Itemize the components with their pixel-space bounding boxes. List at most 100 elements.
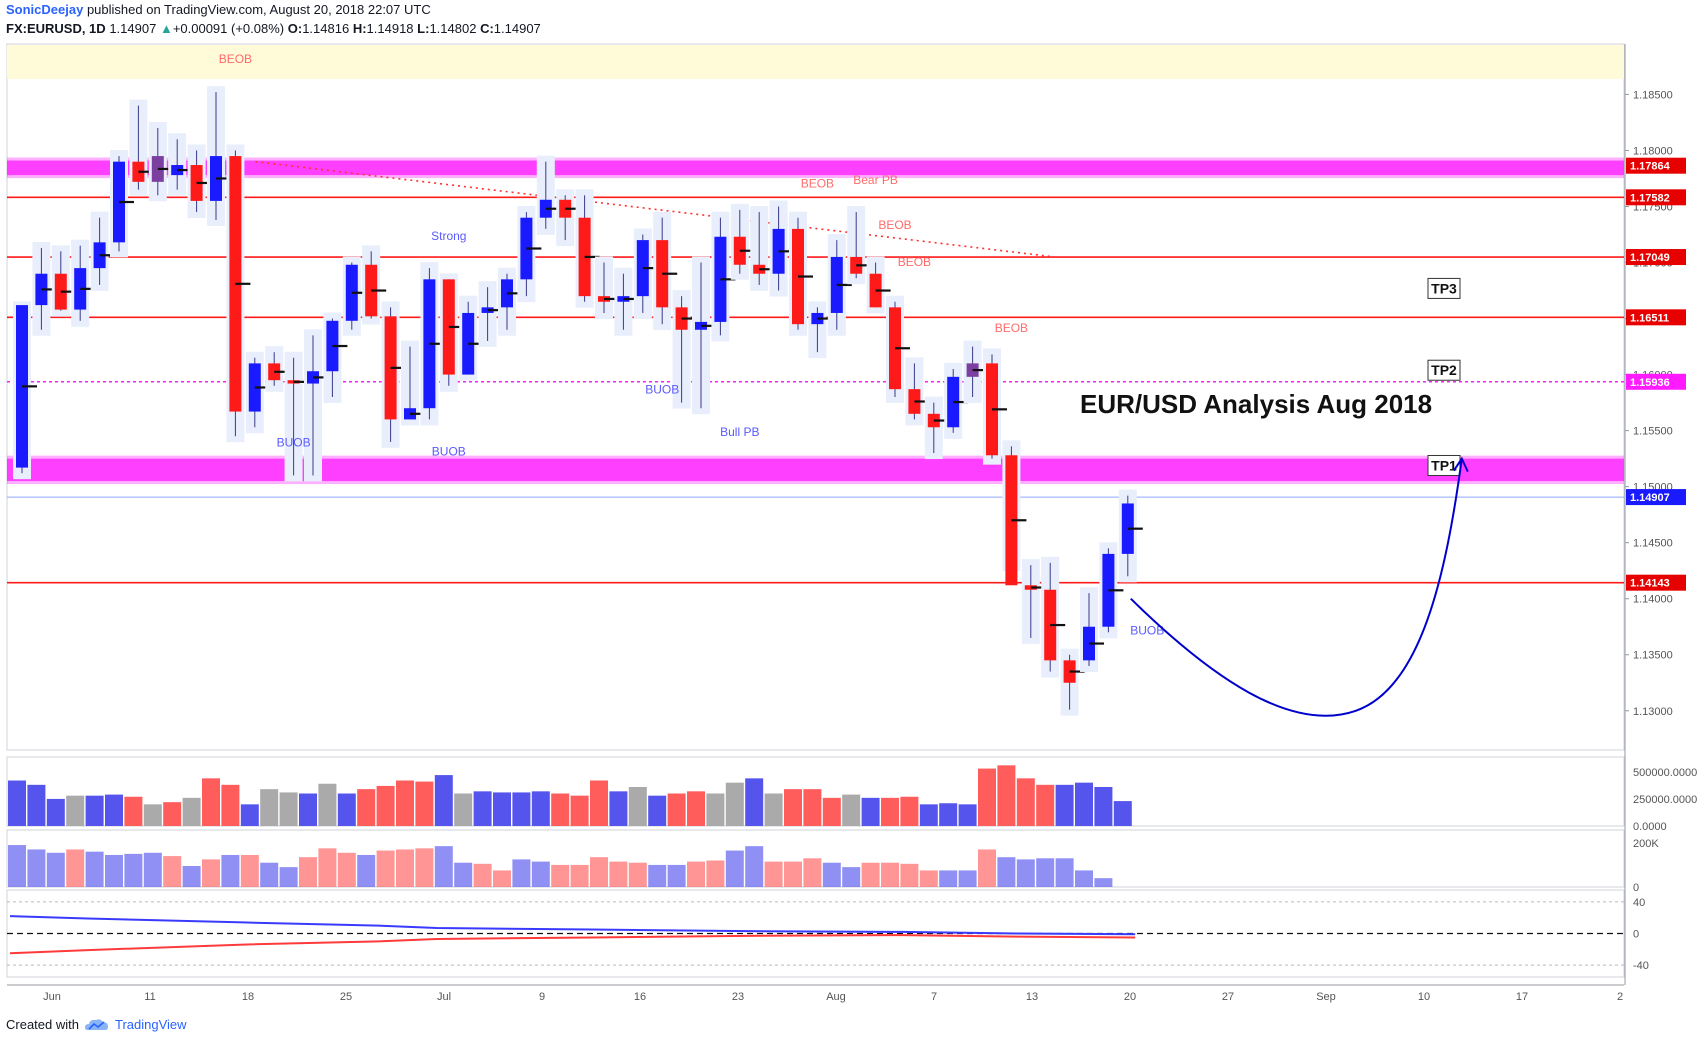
price-label-text: 1.17864 (1630, 161, 1671, 173)
volume2-bar (240, 854, 259, 887)
symbol-name[interactable]: FX:EURUSD, 1D (6, 21, 106, 36)
high-value: 1.14918 (366, 21, 414, 36)
tradingview-link[interactable]: TradingView (114, 1017, 187, 1032)
volume-bar (415, 781, 434, 826)
volume2-bar (27, 849, 46, 887)
volume2-bar (725, 850, 744, 887)
volume2-bar (454, 862, 473, 887)
oscillator-red-line (9, 934, 1136, 955)
volume-bar (376, 785, 395, 826)
volume-bar (609, 791, 628, 826)
annotation-label: BEOB (878, 218, 911, 232)
volume-bar (822, 797, 841, 826)
volume-bar (570, 795, 589, 826)
volume-bar (978, 768, 996, 826)
volume-tick-label: 0 (1633, 882, 1639, 894)
volume-bar (27, 784, 46, 826)
price-label-box (1626, 574, 1686, 591)
open-value: 1.14816 (302, 21, 350, 36)
volume-bar (919, 804, 938, 826)
low-label: L: (417, 21, 430, 36)
volume2-bar (415, 848, 434, 887)
volume2-bar (978, 849, 996, 887)
volume-bar (745, 778, 764, 826)
volume2-bar (512, 859, 531, 887)
volume-bar (1036, 784, 1055, 826)
volume-bar (279, 792, 298, 826)
volume-bar (551, 793, 570, 826)
header-band (7, 45, 1624, 79)
created-with-text: Created with (6, 1017, 79, 1032)
projection-curve (1130, 458, 1463, 717)
volume2-bar (299, 857, 317, 887)
volume-bar (434, 775, 453, 826)
last-price: 1.14907 (109, 21, 157, 36)
volume2-bar (842, 867, 861, 887)
volume-bar (958, 804, 977, 826)
volume2-bar (1036, 858, 1055, 887)
volume-bar (628, 787, 647, 826)
volume2-bar (202, 859, 220, 887)
target-label: TP3 (1431, 280, 1457, 296)
price-label-text: 1.15936 (1630, 377, 1670, 389)
volume2-bar (590, 857, 608, 887)
volume2-bar (376, 850, 395, 887)
volume-bar (143, 804, 162, 826)
volume-bar (85, 795, 104, 826)
volume2-bar (182, 866, 201, 887)
volume-bar (687, 791, 705, 826)
volume2-bar (745, 846, 764, 887)
volume2-bar (706, 860, 725, 887)
volume-bar (337, 793, 356, 826)
time-tick-label: Jul (437, 991, 451, 1003)
volume-bar (182, 797, 201, 826)
time-tick-label: 27 (1222, 991, 1234, 1003)
author-link[interactable]: SonicDeejay (6, 2, 84, 17)
target-label: TP1 (1431, 457, 1457, 473)
tradingview-cloud-icon (84, 1018, 108, 1030)
volume-tick-label: 500000.0000 (1633, 767, 1697, 779)
volume-bar (318, 783, 337, 826)
time-tick-label: 7 (931, 991, 937, 1003)
oscillator-tick-label: -40 (1633, 960, 1649, 972)
volume2-bar (1075, 870, 1093, 887)
volume2-bar (958, 870, 977, 887)
price-change: +0.00091 (+0.08%) (172, 21, 285, 36)
price-tick-label: 1.13000 (1633, 706, 1673, 718)
zone-core-1 (7, 458, 1624, 482)
volume-bar (512, 792, 531, 826)
volume-bar (299, 793, 317, 826)
oscillator-tick-label: 40 (1633, 897, 1645, 909)
volume2-bar (570, 864, 589, 887)
time-tick-label: Sep (1316, 991, 1336, 1003)
time-tick-label: 25 (340, 991, 352, 1003)
published-text: published on TradingView.com, August 20,… (86, 2, 431, 17)
volume-bar (1055, 784, 1074, 826)
zone-core-0 (7, 160, 1624, 176)
candle-body (248, 363, 261, 412)
annotation-label: BUOB (645, 383, 679, 397)
volume2-bar (881, 862, 899, 887)
volume-bar (881, 797, 899, 826)
volume2-bar (687, 861, 705, 887)
volume2-bar (105, 854, 123, 887)
volume2-bar (939, 870, 958, 887)
volume-tick-label: 0.0000 (1633, 821, 1667, 833)
volume-bar (202, 778, 220, 826)
volume2-bar (784, 861, 802, 887)
volume-bar (939, 803, 958, 826)
time-tick-label: 16 (634, 991, 646, 1003)
time-tick-label: 11 (144, 991, 155, 1003)
descending-trendline (255, 160, 1055, 258)
volume2-bar (648, 864, 667, 887)
volume2-bar (493, 870, 511, 887)
volume2-bar (861, 862, 880, 887)
volume-bar (997, 765, 1016, 826)
volume-bar (1075, 782, 1093, 826)
annotation-label: BEOB (995, 321, 1028, 335)
time-tick-label: 10 (1418, 991, 1430, 1003)
volume-bar (900, 796, 919, 826)
volume2-bar (396, 849, 414, 887)
annotation-label: Strong (431, 229, 466, 243)
